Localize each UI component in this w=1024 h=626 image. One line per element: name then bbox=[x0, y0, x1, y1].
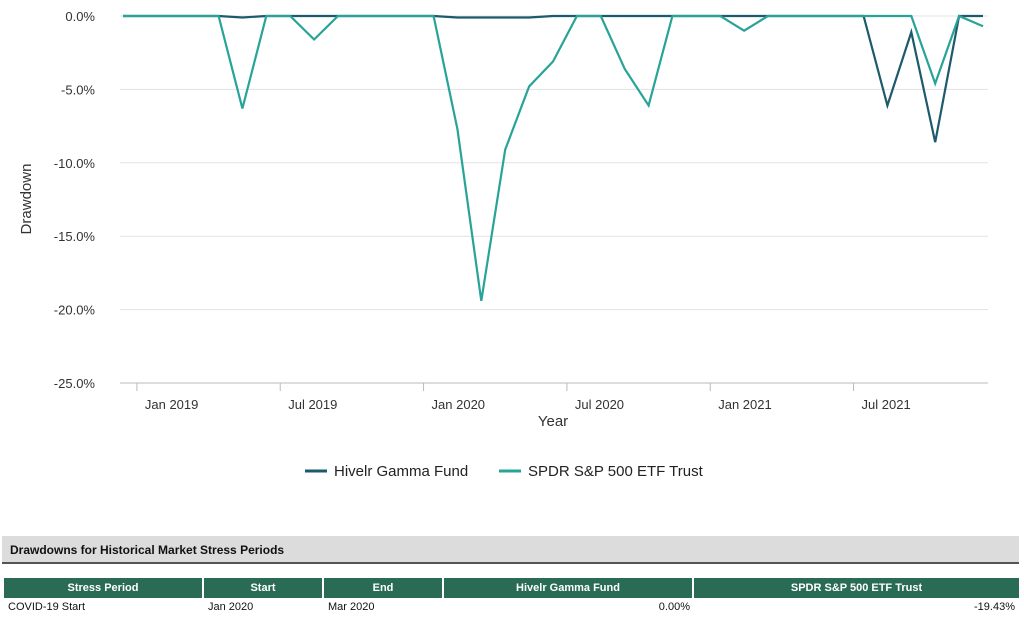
grid-lines bbox=[120, 15, 988, 384]
x-axis: Jan 2019 Jul 2019 Jan 2020 Jul 2020 Jan 2021… bbox=[120, 382, 988, 412]
cell-end: Mar 2020 bbox=[328, 601, 375, 613]
x-tick-label: Jan 2020 bbox=[432, 397, 486, 412]
col-header-end: End bbox=[324, 578, 444, 598]
x-tick-label: Jan 2019 bbox=[145, 397, 199, 412]
y-tick-label: -5.0% bbox=[61, 82, 95, 97]
x-tick-label: Jul 2021 bbox=[862, 397, 911, 412]
y-tick-label: 0.0% bbox=[65, 9, 95, 24]
y-axis-title: Drawdown bbox=[18, 164, 35, 235]
cell-stress-period: COVID-19 Start bbox=[8, 601, 86, 613]
table-row: COVID-19 Start Jan 2020 Mar 2020 0.00% -… bbox=[4, 598, 1019, 616]
legend-label-spdr: SPDR S&P 500 ETF Trust bbox=[528, 463, 704, 480]
stress-periods-table: Stress Period Start End Hivelr Gamma Fun… bbox=[4, 578, 1019, 616]
cell-hivelr-drawdown: 0.00% bbox=[658, 601, 690, 613]
col-header-start: Start bbox=[204, 578, 324, 598]
x-axis-title: Year bbox=[538, 413, 568, 430]
section-title: Drawdowns for Historical Market Stress P… bbox=[2, 536, 1019, 564]
series-lines bbox=[123, 14, 984, 301]
x-tick-label: Jul 2019 bbox=[288, 397, 337, 412]
cell-spdr-drawdown: -19.43% bbox=[974, 601, 1015, 613]
cell-start: Jan 2020 bbox=[208, 601, 254, 613]
legend-label-hivelr: Hivelr Gamma Fund bbox=[334, 463, 468, 480]
drawdown-chart: Jan 2019 Jul 2019 Jan 2020 Jul 2020 Jan 2021… bbox=[18, 9, 988, 480]
y-axis: 0.0% -5.0% -10.0% -15.0% -20.0% -25.0% bbox=[54, 9, 96, 391]
x-tick-label: Jul 2020 bbox=[575, 397, 624, 412]
table-header-row: Stress Period Start End Hivelr Gamma Fun… bbox=[4, 578, 1019, 598]
x-tick-label: Jan 2021 bbox=[718, 397, 772, 412]
col-header-spdr: SPDR S&P 500 ETF Trust bbox=[694, 578, 1019, 598]
y-tick-label: -10.0% bbox=[54, 156, 96, 171]
y-tick-label: -20.0% bbox=[54, 303, 96, 318]
series-line-hivelr bbox=[123, 14, 983, 143]
series-line-spdr bbox=[123, 14, 984, 301]
y-tick-label: -15.0% bbox=[54, 229, 96, 244]
legend: Hivelr Gamma Fund SPDR S&P 500 ETF Trust bbox=[305, 463, 704, 480]
col-header-stress-period: Stress Period bbox=[4, 578, 204, 598]
col-header-hivelr: Hivelr Gamma Fund bbox=[444, 578, 694, 598]
y-tick-label: -25.0% bbox=[54, 376, 96, 391]
